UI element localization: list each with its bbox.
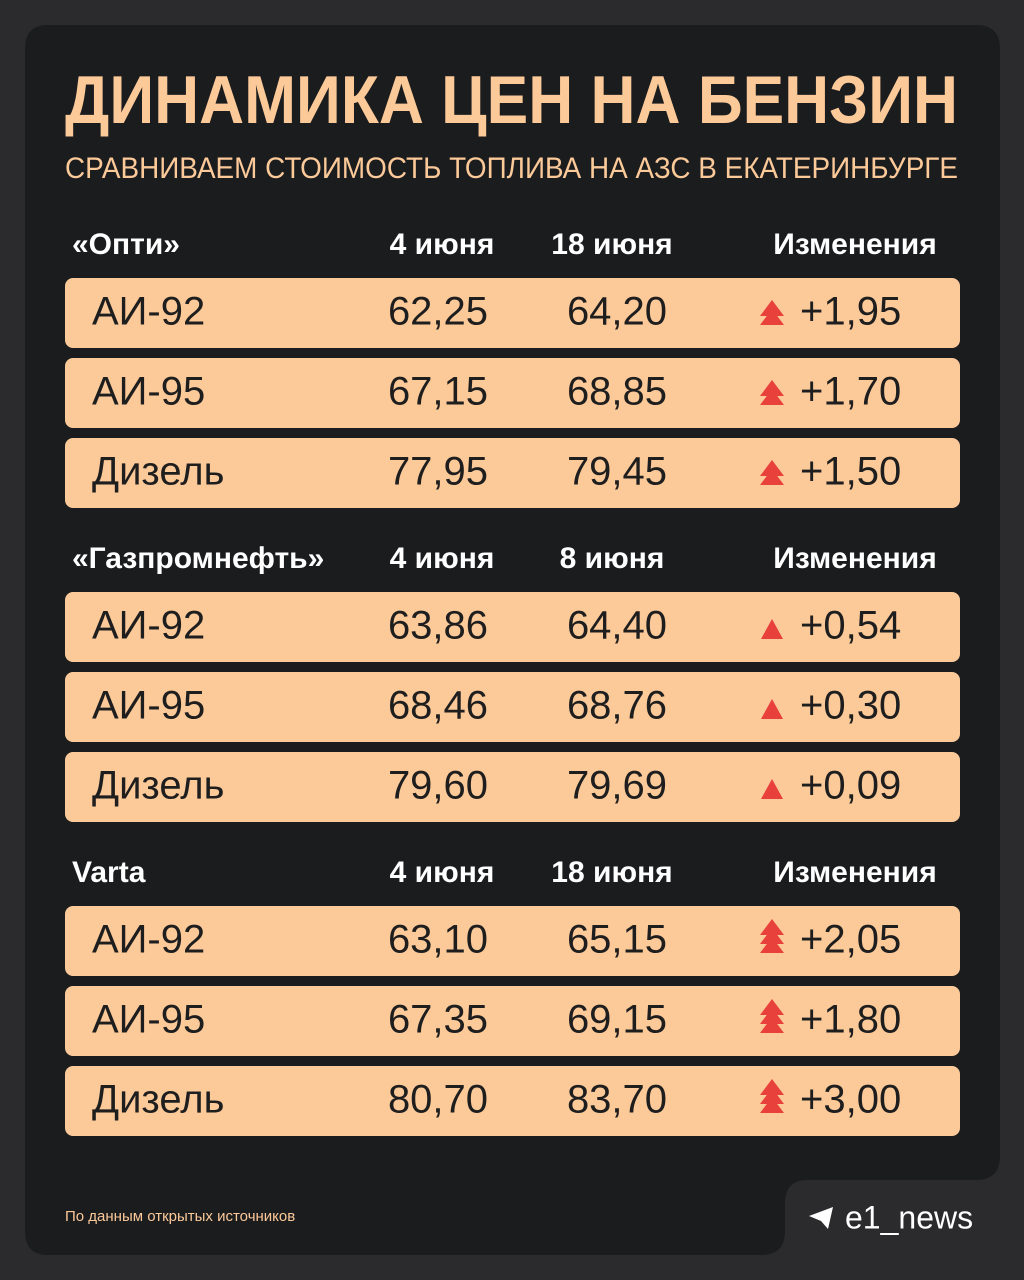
up-arrow — [760, 919, 784, 935]
price-change: +0,30 — [800, 684, 901, 728]
column-header: «Опти» — [72, 228, 180, 261]
column-header: 18 июня — [551, 228, 672, 261]
price-change: +0,09 — [800, 764, 901, 808]
fuel-name: АИ-92 — [92, 604, 205, 648]
price-change: +1,50 — [800, 450, 901, 494]
price-end: 68,85 — [567, 370, 667, 414]
up-arrow — [760, 1017, 784, 1033]
price-change: +1,70 — [800, 370, 901, 414]
title: ДИНАМИКА ЦЕН НА БЕНЗИН — [65, 62, 958, 138]
column-header: 4 июня — [390, 228, 495, 261]
up-arrow — [760, 380, 784, 396]
price-start: 67,35 — [388, 998, 488, 1042]
up-arrow — [760, 469, 784, 485]
column-header: 4 июня — [390, 856, 495, 889]
price-change: +1,80 — [800, 998, 901, 1042]
tables: «Опти» 4 июня 18 июня Изменения АИ-92 62,25 64… — [65, 228, 960, 1136]
fuel-name: АИ-92 — [92, 290, 205, 334]
source-note: По данным открытых источников — [65, 1208, 295, 1225]
column-header: 8 июня — [560, 542, 665, 575]
price-change: +0,54 — [800, 604, 901, 648]
up-arrow — [760, 309, 784, 325]
price-start: 63,86 — [388, 604, 488, 648]
up-arrow — [760, 300, 784, 316]
column-header: Изменения — [773, 542, 936, 575]
row-background — [65, 906, 960, 976]
price-end: 69,15 — [567, 998, 667, 1042]
row-background — [65, 592, 960, 662]
up-arrow — [760, 1088, 784, 1104]
fuel-name: АИ-95 — [92, 370, 205, 414]
column-header: 4 июня — [390, 542, 495, 575]
row-background — [65, 1066, 960, 1136]
row-background — [65, 278, 960, 348]
price-change: +3,00 — [800, 1078, 901, 1122]
row-background — [65, 986, 960, 1056]
row-background — [65, 672, 960, 742]
price-end: 68,76 — [567, 684, 667, 728]
price-end: 79,45 — [567, 450, 667, 494]
subtitle: СРАВНИВАЕМ СТОИМОСТЬ ТОПЛИВА НА АЗС В ЕК… — [65, 152, 958, 185]
fuel-name: Дизель — [92, 764, 224, 808]
price-change: +2,05 — [800, 918, 901, 962]
up-arrow — [760, 1079, 784, 1095]
column-header: Изменения — [773, 856, 936, 889]
up-arrow — [760, 928, 784, 944]
telegram-icon — [809, 1207, 833, 1229]
column-header: Изменения — [773, 228, 936, 261]
up-arrow — [760, 937, 784, 953]
up-arrow — [760, 1097, 784, 1113]
price-end: 64,40 — [567, 604, 667, 648]
row-background — [65, 752, 960, 822]
fuel-name: Дизель — [92, 450, 224, 494]
price-start: 67,15 — [388, 370, 488, 414]
fuel-name: АИ-95 — [92, 998, 205, 1042]
price-start: 63,10 — [388, 918, 488, 962]
up-arrow — [761, 699, 783, 719]
price-start: 80,70 — [388, 1078, 488, 1122]
up-arrow — [761, 619, 783, 639]
up-arrow — [760, 460, 784, 476]
up-arrow — [761, 779, 783, 799]
price-end: 64,20 — [567, 290, 667, 334]
column-header: 18 июня — [551, 856, 672, 889]
brand: e1_news — [845, 1199, 973, 1235]
column-header: «Газпромнефть» — [72, 542, 324, 575]
fuel-name: Дизель — [92, 1078, 224, 1122]
price-start: 68,46 — [388, 684, 488, 728]
price-change: +1,95 — [800, 290, 901, 334]
row-background — [65, 358, 960, 428]
price-start: 77,95 — [388, 450, 488, 494]
fuel-name: АИ-92 — [92, 918, 205, 962]
column-header: Varta — [72, 856, 146, 889]
fuel-name: АИ-95 — [92, 684, 205, 728]
up-arrow — [760, 389, 784, 405]
up-arrow — [760, 999, 784, 1015]
price-start: 79,60 — [388, 764, 488, 808]
price-end: 65,15 — [567, 918, 667, 962]
row-background — [65, 438, 960, 508]
up-arrow — [760, 1008, 784, 1024]
price-start: 62,25 — [388, 290, 488, 334]
price-end: 83,70 — [567, 1078, 667, 1122]
price-end: 79,69 — [567, 764, 667, 808]
